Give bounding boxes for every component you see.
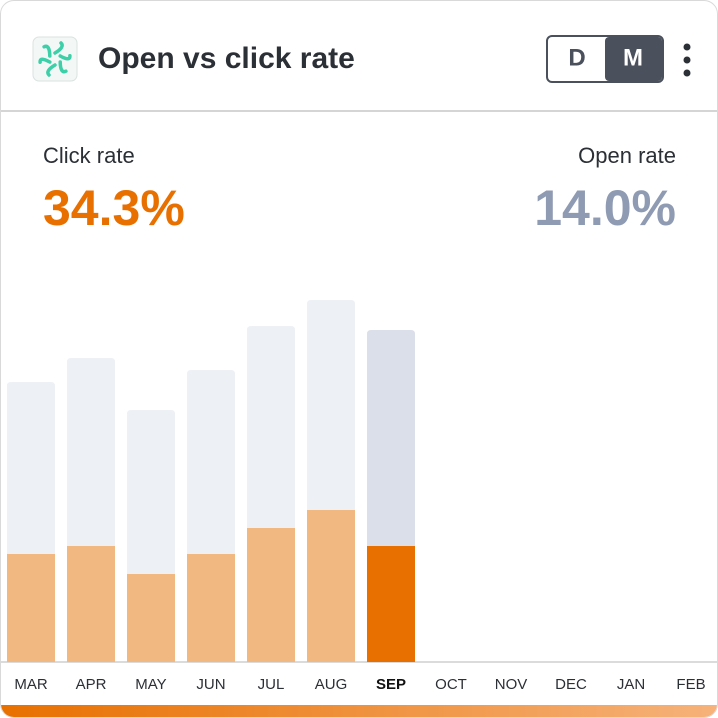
toggle-button[interactable]: M — [623, 44, 643, 71]
stat-label: Open rate — [578, 143, 676, 168]
bar-segment — [307, 510, 355, 662]
bar-segment — [67, 358, 115, 546]
bar-segment — [127, 574, 175, 662]
x-tick-label: JUL — [258, 676, 285, 693]
bar-segment — [67, 546, 115, 662]
stat-value: 34.3% — [43, 180, 185, 236]
x-tick-label: MAY — [135, 676, 166, 693]
bar-segment — [7, 554, 55, 662]
bar-segment — [367, 546, 415, 662]
x-tick-label: AUG — [315, 676, 348, 693]
bar-segment — [187, 554, 235, 662]
x-tick-label: SEP — [376, 676, 406, 693]
bar-segment — [307, 300, 355, 510]
toggle-button[interactable]: D — [568, 44, 585, 71]
more-menu[interactable] — [683, 43, 691, 77]
bar-segment — [187, 370, 235, 554]
bar-segment — [127, 410, 175, 574]
accent-bar — [1, 705, 717, 717]
x-tick-label: APR — [76, 676, 107, 693]
bar-segment — [247, 528, 295, 662]
period-toggle — [546, 35, 664, 83]
logo — [32, 36, 78, 82]
x-tick-label: JAN — [617, 676, 645, 693]
bar-segment — [7, 382, 55, 554]
x-tick-label: NOV — [495, 676, 528, 693]
x-tick-label: MAR — [14, 676, 48, 693]
x-tick-label: DEC — [555, 676, 587, 693]
bar-segment — [247, 326, 295, 528]
x-tick-label: JUN — [196, 676, 225, 693]
widget-title: Open vs click rate — [98, 42, 355, 75]
bar-segment — [367, 330, 415, 546]
x-tick-label: FEB — [676, 676, 705, 693]
stat-value: 14.0% — [534, 180, 676, 236]
stat-label: Click rate — [43, 143, 135, 168]
x-tick-label: OCT — [435, 676, 467, 693]
